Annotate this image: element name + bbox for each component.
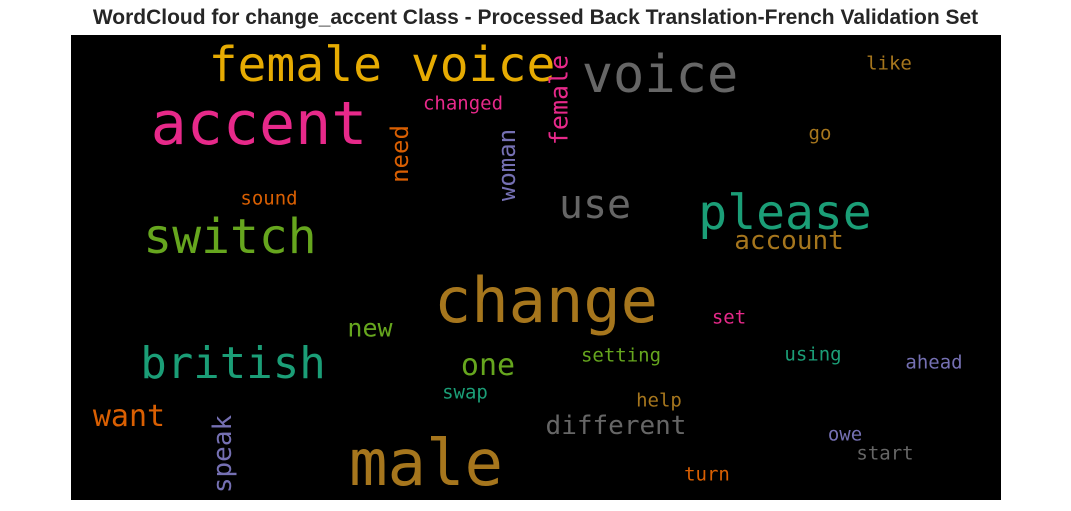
word-account: account [734,226,844,256]
word-british: british [140,338,326,389]
word-using: using [784,343,842,366]
word-ahead: ahead [905,351,963,374]
word-voice: voice [581,45,739,105]
word-start: start [856,442,914,465]
word-use: use [558,182,632,228]
word-woman: woman [493,128,521,202]
word-setting: setting [580,344,662,367]
word-male: male [348,427,504,500]
word-different: different [545,411,687,441]
word-help: help [636,389,682,412]
word-want: want [92,399,166,434]
word-speak: speak [208,414,238,494]
word-sound: sound [240,187,298,210]
word-female: female [544,54,574,146]
word-change: change [434,264,658,337]
word-new: new [347,313,393,343]
word-cloud: female voice voice accent like changed female… [71,35,1001,500]
word-switch: switch [143,209,317,265]
chart-title: WordCloud for change_accent Class - Proc… [92,6,979,29]
word-changed: changed [422,92,504,115]
word-accent: accent [150,89,368,159]
word-swap: swap [442,381,488,404]
word-go: go [808,122,832,145]
word-please: please [698,185,872,241]
word-one: one [460,348,516,383]
word-need: need [386,125,414,183]
word-female-voice: female voice [208,37,556,93]
word-owe: owe [827,423,863,446]
word-turn: turn [684,463,730,486]
word-set: set [711,306,747,329]
word-like: like [866,52,912,75]
